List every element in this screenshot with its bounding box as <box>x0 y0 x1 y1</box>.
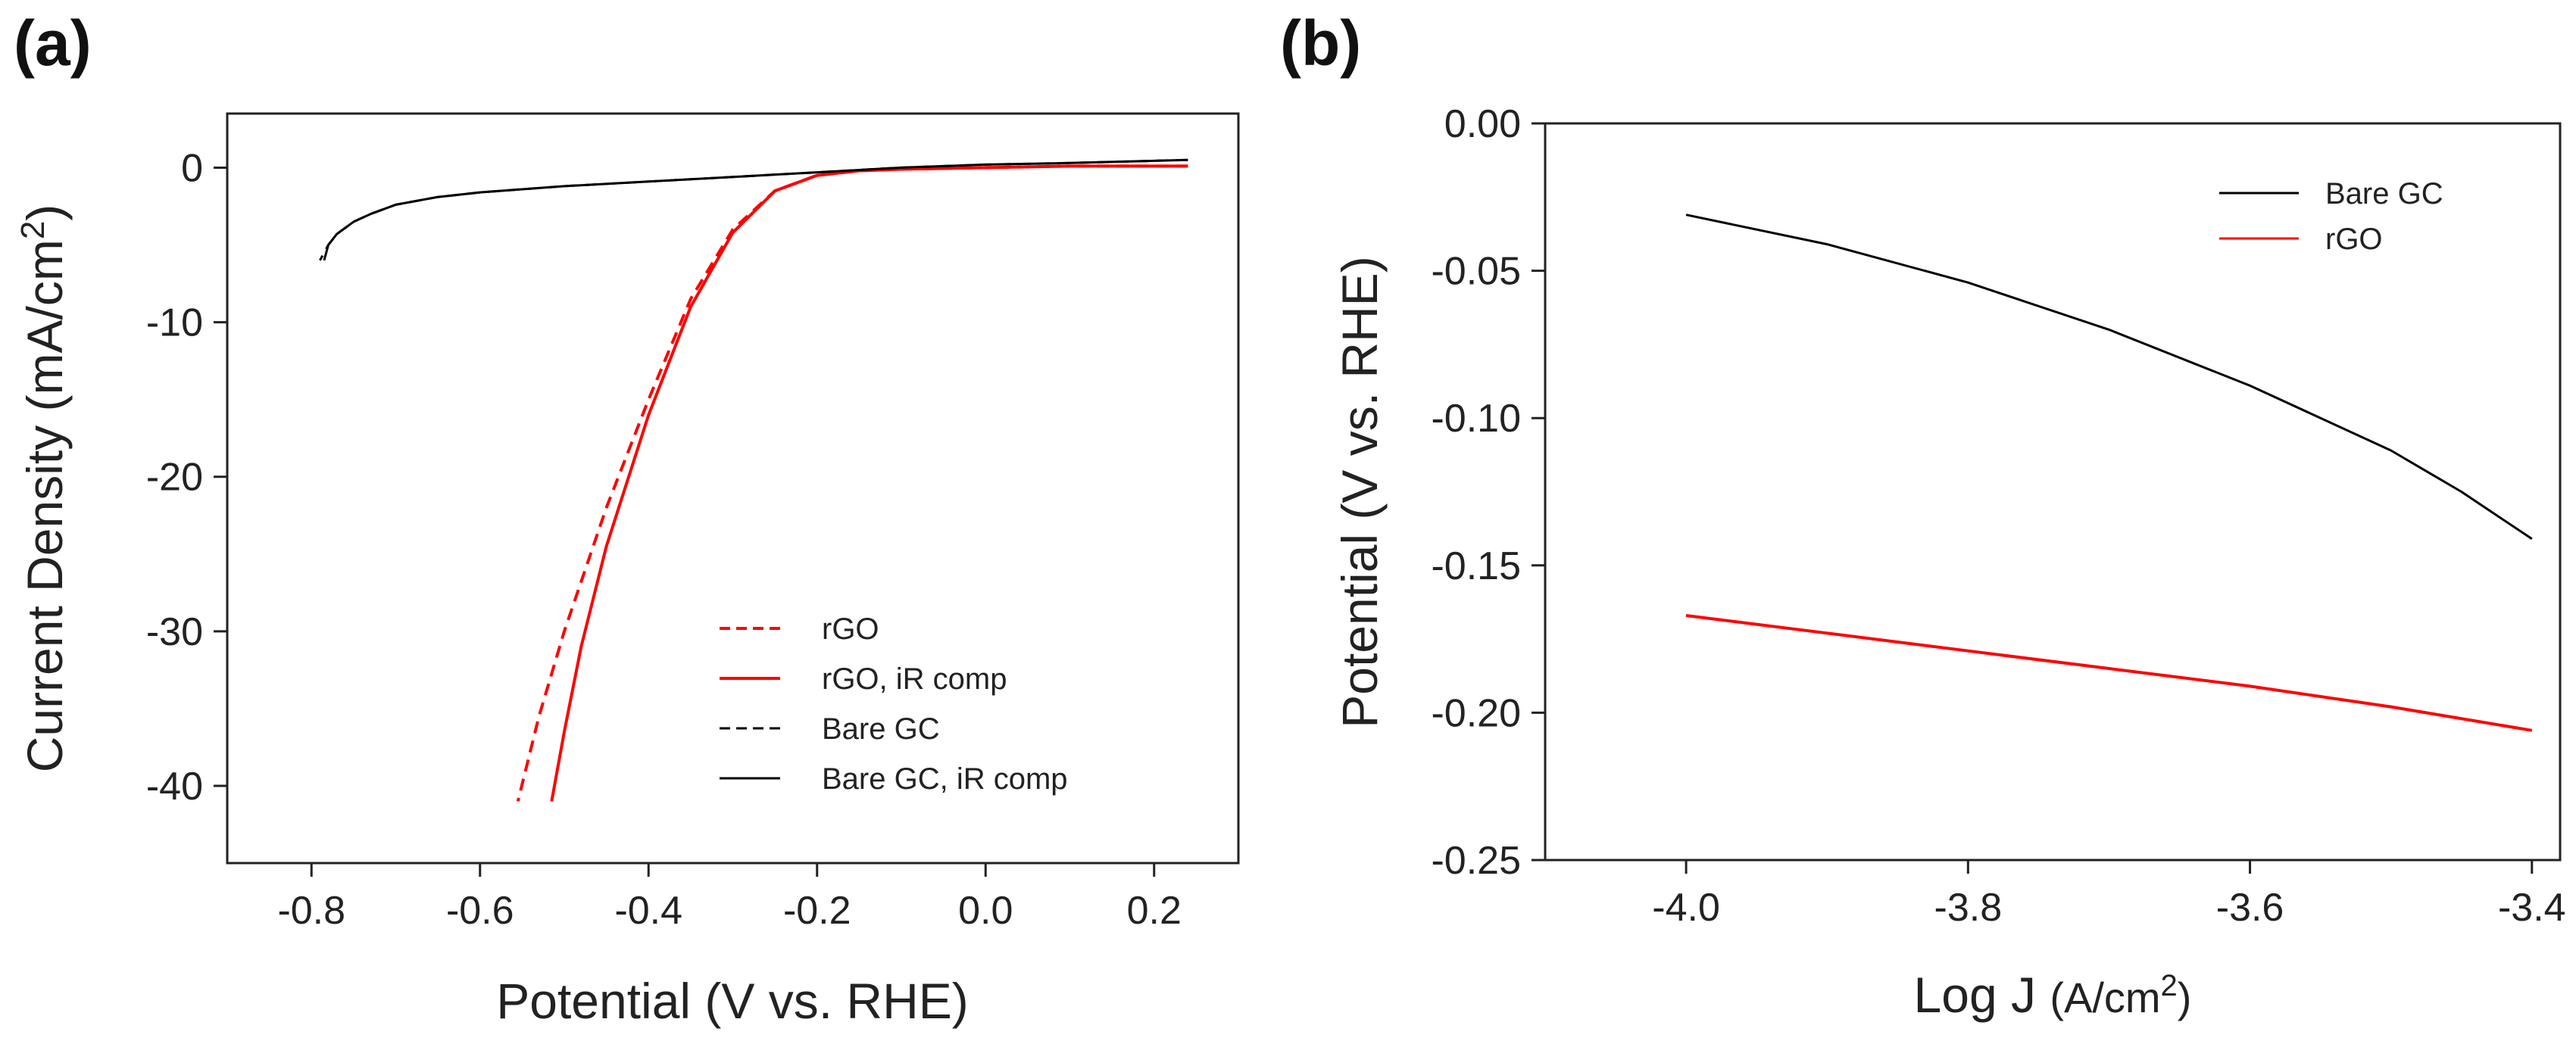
panel-b-y-tick-label: -0.05 <box>1431 250 1521 294</box>
legend-label-b-rgo: rGO <box>2325 223 2383 256</box>
panel-b-series-bare-gc <box>1685 213 2533 541</box>
panel-a-y-tick-label: -30 <box>146 610 203 654</box>
panel-a-y-axis-title-close: ) <box>17 204 73 221</box>
panel-b-plot-frame <box>1544 122 2562 862</box>
panel-b-y-tick-label: -0.15 <box>1431 544 1521 588</box>
panel-b-y-tick-label: -0.25 <box>1431 839 1521 883</box>
panel-b-series-rgo <box>1685 614 2533 732</box>
panel-b-x-axis-title-close: ) <box>2178 974 2192 1021</box>
panel-b-x-tick-label: -3.4 <box>2498 886 2566 930</box>
legend-label-b-bare-gc: Bare GC <box>2325 177 2443 210</box>
panel-a-y-tick-label: -10 <box>146 301 203 345</box>
panel-a-x-tick-label: -0.6 <box>446 889 514 933</box>
panel-a-label: (a) <box>14 8 92 79</box>
panel-a-x-tick-label: -0.2 <box>783 889 851 933</box>
panel-b-y-tick-label: -0.10 <box>1431 397 1521 441</box>
legend-label-bare-gc: Bare GC <box>822 712 940 746</box>
panel-a-x-tick-label: 0.2 <box>1127 889 1182 933</box>
panel-a-y-tick-label: 0 <box>181 146 203 190</box>
panel-a-x-axis: -0.8 -0.6 -0.4 -0.2 0.0 0.2 <box>277 863 1182 933</box>
panel-b-x-axis-title-sup: 2 <box>2161 969 2178 1002</box>
panel-b-x-axis-title: Log J (A/cm2) <box>1914 967 2192 1023</box>
panel-a-series-group <box>319 158 1188 802</box>
panel-b-x-tick-label: -3.6 <box>2216 886 2284 930</box>
panel-a-y-axis-title-main: Current Density (mA/cm <box>17 239 73 772</box>
panel-b-y-axis-title: Potential (V vs. RHE) <box>1332 256 1388 728</box>
panel-b-x-axis: -4.0 -3.8 -3.6 -3.4 <box>1652 860 2566 930</box>
panel-a-x-tick-label: 0.0 <box>958 889 1013 933</box>
legend-label-rgo: rGO <box>822 612 879 646</box>
panel-b: (b) -4.0 -3.8 -3.6 -3.4 0.00 -0.05 -0.10 -0.15… <box>1280 8 2566 1023</box>
panel-b-y-tick-label: -0.20 <box>1431 691 1521 735</box>
panel-b-x-tick-label: -4.0 <box>1652 886 1720 930</box>
panel-a-y-axis: 0 -10 -20 -30 -40 <box>146 146 227 809</box>
panel-b-x-axis-title-main: Log J <box>1914 967 2050 1023</box>
panel-a-y-tick-label: -20 <box>146 456 203 500</box>
panel-b-x-axis-title-unit: (A/cm <box>2050 974 2160 1021</box>
panel-a-x-tick-label: -0.8 <box>277 889 345 933</box>
panel-b-x-tick-label: -3.8 <box>1934 886 2003 930</box>
panel-a: (a) -0.8 -0.6 -0.4 -0.2 0.0 0.2 0 -10 -20 -30 -40… <box>14 8 1240 1029</box>
panel-b-y-axis: 0.00 -0.05 -0.10 -0.15 -0.20 -0.25 <box>1431 102 1545 883</box>
panel-a-y-axis-title: Current Density (mA/cm2) <box>14 204 73 773</box>
panel-a-series-bare-gc-ir-comp <box>323 158 1188 261</box>
panel-a-x-tick-label: -0.4 <box>614 889 682 933</box>
panel-a-plot-frame <box>226 112 1240 865</box>
panel-b-y-tick-label: 0.00 <box>1444 102 1521 146</box>
legend-label-rgo-ir-comp: rGO, iR comp <box>822 662 1007 696</box>
legend-label-bare-gc-ir-comp: Bare GC, iR comp <box>822 762 1068 796</box>
panel-a-legend: rGO rGO, iR comp Bare GC Bare GC, iR com… <box>720 612 1068 796</box>
panel-a-x-axis-title: Potential (V vs. RHE) <box>496 973 969 1029</box>
panel-a-y-tick-label: -40 <box>146 765 203 809</box>
panel-b-series-group <box>1685 213 2533 732</box>
panel-b-legend: Bare GC rGO <box>2219 177 2443 256</box>
panel-a-series-rgo-ir-comp <box>550 164 1188 802</box>
panel-a-y-axis-title-sup: 2 <box>14 221 52 239</box>
panel-b-label: (b) <box>1280 8 1361 79</box>
panel-a-series-rgo <box>516 164 1188 802</box>
